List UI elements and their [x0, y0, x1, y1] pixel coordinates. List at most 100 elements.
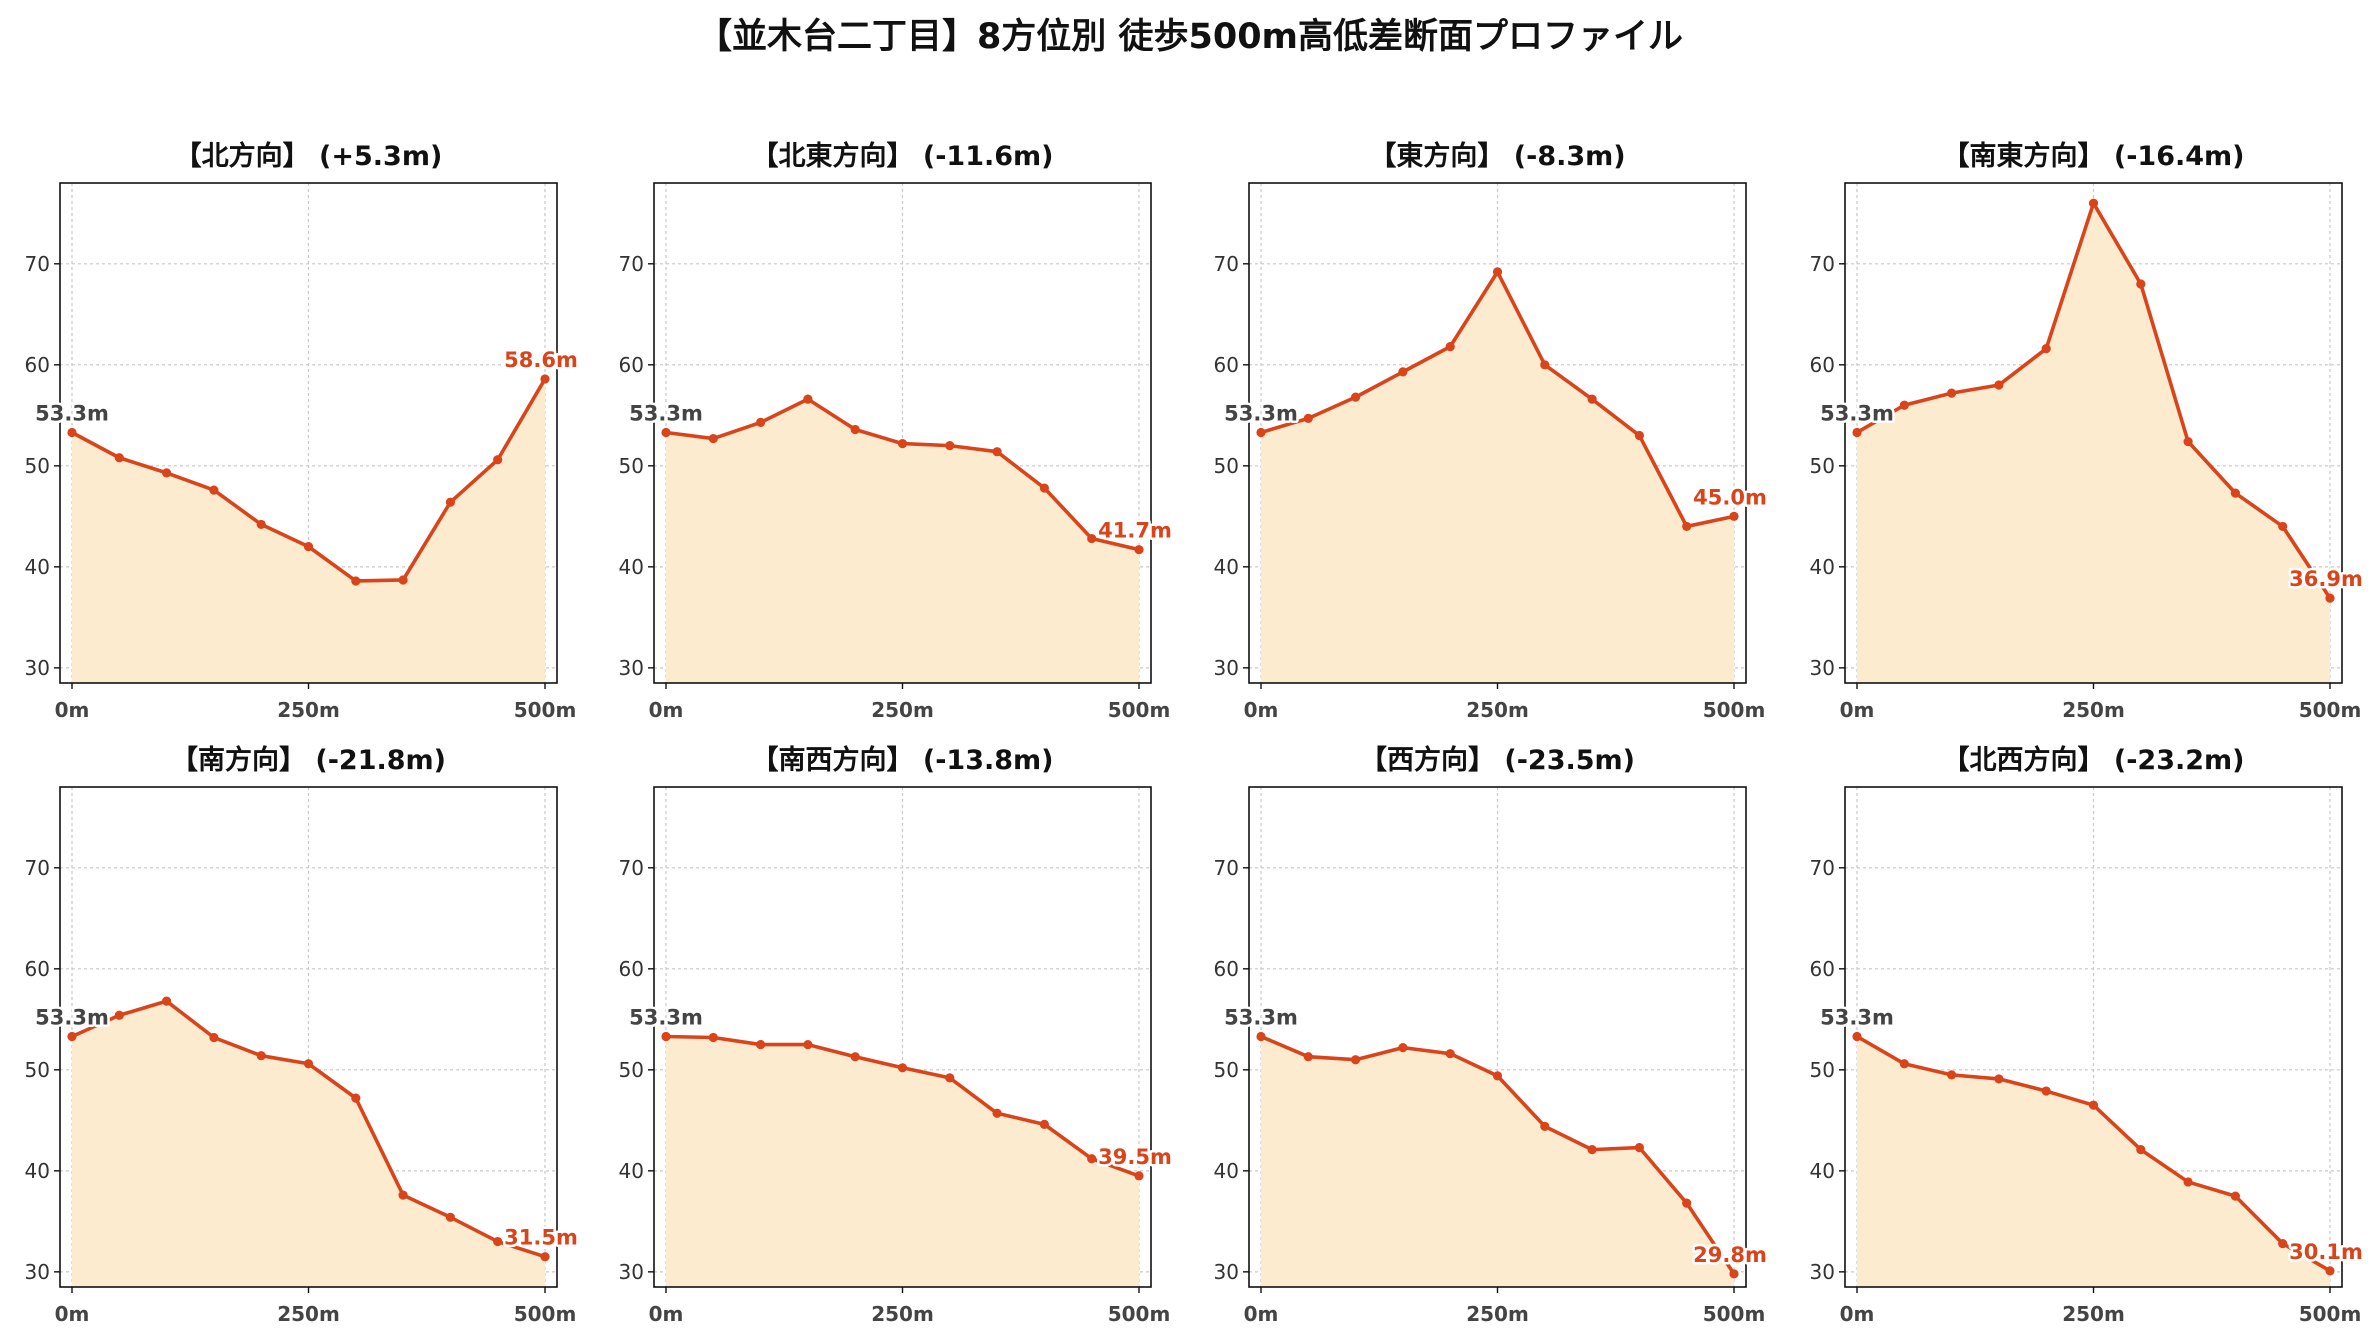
- panel-title: 【南方向】 (-21.8m): [171, 744, 446, 776]
- y-tick-label: 60: [1810, 353, 1835, 377]
- data-point: [2088, 1100, 2099, 1110]
- data-point: [67, 1031, 77, 1042]
- y-tick-label: 40: [619, 1159, 644, 1183]
- data-point: [850, 1052, 860, 1062]
- data-point: [1256, 427, 1266, 438]
- data-point: [2136, 279, 2146, 289]
- end-elevation-label: 41.7m: [1098, 519, 1172, 543]
- data-point: [2183, 1177, 2193, 1187]
- y-tick-label: 30: [25, 1260, 50, 1284]
- end-elevation-label: 29.8m: [1693, 1243, 1767, 1267]
- panel-3: 【東方向】 (-8.3m) 30 40 50 60 70 0m 250m 500m 53.3m 45…: [1214, 140, 1770, 722]
- x-tick-label: 250m: [2062, 1302, 2125, 1326]
- data-point: [803, 1039, 813, 1050]
- start-elevation-label: 53.3m: [35, 1005, 109, 1029]
- y-tick-label: 40: [25, 1159, 50, 1183]
- end-elevation-label: 36.9m: [2289, 567, 2363, 591]
- data-point: [1351, 392, 1361, 402]
- x-tick-label: 250m: [1466, 1302, 1529, 1326]
- x-tick-label: 500m: [2299, 1302, 2362, 1326]
- x-tick-label: 250m: [277, 1302, 340, 1326]
- data-point: [1134, 545, 1144, 555]
- area-fill: [1857, 1036, 2330, 1287]
- figure-title: 【並木台二丁目】8方位別 徒歩500m高低差断面プロファイル: [696, 17, 1684, 57]
- y-tick-label: 60: [619, 353, 644, 377]
- data-point: [1852, 1031, 1862, 1042]
- data-point: [1994, 1074, 2004, 1084]
- data-point: [1634, 430, 1644, 441]
- y-tick-label: 60: [1810, 957, 1835, 981]
- panel-1: 【北方向】 (+5.3m) 30 40 50 60 70 0m 250m 500m 53.3m 58…: [25, 140, 581, 722]
- y-tick-label: 50: [1810, 1058, 1835, 1082]
- data-point: [2041, 1086, 2051, 1096]
- x-tick-label: 0m: [649, 698, 684, 722]
- data-point: [1587, 1145, 1597, 1155]
- end-elevation-label: 58.6m: [504, 348, 578, 372]
- data-point: [1540, 1121, 1550, 1131]
- y-tick-label: 50: [1214, 454, 1239, 478]
- data-point: [708, 1032, 718, 1043]
- end-elevation-label: 30.1m: [2289, 1240, 2363, 1264]
- x-tick-label: 0m: [55, 698, 90, 722]
- data-point: [2230, 488, 2240, 498]
- data-point: [1303, 1052, 1313, 1062]
- y-tick-label: 70: [1214, 856, 1239, 880]
- y-tick-label: 60: [619, 957, 644, 981]
- data-point: [1398, 367, 1408, 377]
- data-point: [945, 1073, 955, 1083]
- data-point: [2278, 1238, 2288, 1249]
- x-tick-label: 250m: [277, 698, 340, 722]
- data-point: [1039, 1119, 1049, 1129]
- data-point: [1134, 1171, 1144, 1181]
- area-fill: [1857, 203, 2330, 683]
- x-tick-label: 250m: [871, 1302, 934, 1326]
- data-point: [256, 519, 266, 530]
- panel-title: 【北方向】 (+5.3m): [175, 140, 443, 172]
- y-tick-label: 30: [1810, 1260, 1835, 1284]
- data-point: [803, 394, 813, 404]
- y-tick-label: 30: [619, 1260, 644, 1284]
- start-elevation-label: 53.3m: [1224, 401, 1298, 425]
- y-tick-label: 40: [1810, 1159, 1835, 1183]
- data-point: [1852, 427, 1862, 438]
- data-point: [1587, 394, 1597, 404]
- area-fill: [1261, 1036, 1734, 1287]
- data-point: [351, 1093, 361, 1103]
- y-tick-label: 40: [1810, 555, 1835, 579]
- x-tick-label: 0m: [1244, 1302, 1279, 1326]
- data-point: [2136, 1145, 2146, 1155]
- y-tick-label: 70: [1810, 252, 1835, 276]
- y-tick-label: 60: [25, 353, 50, 377]
- y-tick-label: 50: [619, 454, 644, 478]
- data-point: [493, 1236, 503, 1247]
- data-point: [1682, 1198, 1692, 1208]
- data-point: [398, 575, 408, 585]
- y-tick-label: 60: [1214, 353, 1239, 377]
- panel-7: 【西方向】 (-23.5m) 30 40 50 60 70 0m 250m 500m 53.3m 2…: [1214, 744, 1770, 1326]
- data-point: [445, 1212, 455, 1222]
- data-point: [303, 1059, 314, 1069]
- data-point: [209, 1032, 219, 1043]
- y-tick-label: 60: [1214, 957, 1239, 981]
- data-point: [756, 1039, 766, 1050]
- x-tick-label: 500m: [1703, 698, 1766, 722]
- y-tick-label: 30: [1810, 656, 1835, 680]
- data-point: [162, 468, 172, 478]
- data-point: [1947, 1070, 1957, 1080]
- data-point: [897, 1063, 908, 1073]
- data-point: [1398, 1043, 1408, 1053]
- start-elevation-label: 53.3m: [629, 1005, 703, 1029]
- area-fill: [72, 1001, 545, 1287]
- end-elevation-label: 39.5m: [1098, 1145, 1172, 1169]
- data-point: [1899, 400, 1909, 410]
- panel-title: 【北西方向】 (-23.2m): [1942, 744, 2244, 776]
- data-point: [540, 374, 550, 384]
- x-tick-label: 500m: [2299, 698, 2362, 722]
- x-tick-label: 500m: [1703, 1302, 1766, 1326]
- data-point: [445, 497, 455, 507]
- data-point: [1351, 1055, 1361, 1065]
- data-point: [897, 439, 908, 449]
- end-elevation-label: 31.5m: [504, 1226, 578, 1250]
- y-tick-label: 70: [619, 856, 644, 880]
